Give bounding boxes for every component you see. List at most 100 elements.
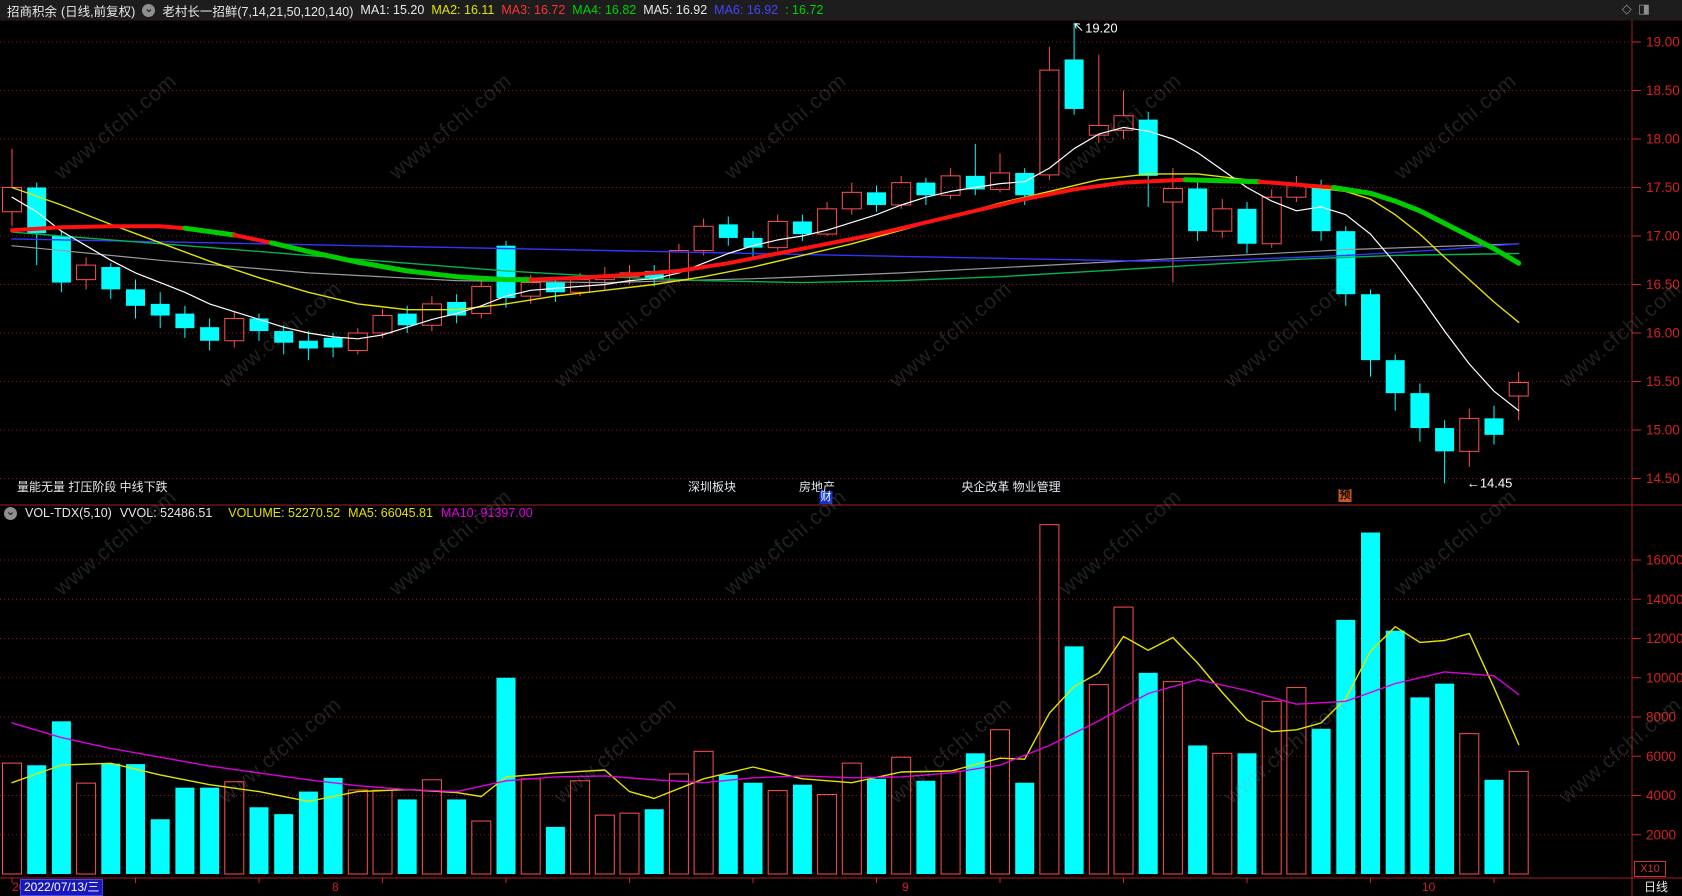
volume-bar[interactable] xyxy=(1261,700,1282,875)
candle[interactable] xyxy=(817,208,838,235)
candle[interactable] xyxy=(1088,124,1109,136)
split-window-icon[interactable]: ◨ xyxy=(1637,1,1650,16)
candle[interactable] xyxy=(323,337,343,348)
volume-bar[interactable] xyxy=(1064,646,1084,874)
volume-bar[interactable] xyxy=(841,762,862,875)
volume-bar[interactable] xyxy=(397,799,417,874)
candle[interactable] xyxy=(767,220,788,249)
volume-bar[interactable] xyxy=(27,765,47,874)
volume-bar[interactable] xyxy=(298,791,318,874)
candle[interactable] xyxy=(965,175,985,190)
candle[interactable] xyxy=(126,289,145,306)
collapse-indicator-icon[interactable]: ⌄ xyxy=(142,2,156,17)
volume-bar[interactable] xyxy=(867,778,886,874)
volume-bar[interactable] xyxy=(274,814,294,874)
candle[interactable] xyxy=(150,303,170,316)
candle[interactable] xyxy=(175,313,195,329)
volume-bar[interactable] xyxy=(175,787,195,874)
candle[interactable] xyxy=(51,236,71,283)
volume-bar[interactable] xyxy=(1484,779,1504,874)
candle[interactable] xyxy=(274,331,294,343)
indicator-name[interactable]: 老村长一招鲜(7,14,21,50,120,140) xyxy=(162,4,354,19)
diamond-icon[interactable]: ◇ xyxy=(1621,1,1632,16)
volume-bar[interactable] xyxy=(1015,782,1035,874)
volume-bar[interactable] xyxy=(1435,683,1455,874)
candle[interactable] xyxy=(1361,294,1380,361)
candle[interactable] xyxy=(224,317,245,342)
volume-bar[interactable] xyxy=(447,799,467,874)
volume-bar[interactable] xyxy=(1361,532,1380,874)
volume-bar[interactable] xyxy=(594,814,615,875)
volume-bar[interactable] xyxy=(1311,728,1331,874)
candle[interactable] xyxy=(421,303,442,326)
event-tag-real-estate[interactable]: 房地产 xyxy=(798,480,836,494)
candle[interactable] xyxy=(1188,188,1208,232)
volume-bar[interactable] xyxy=(668,773,689,875)
candle[interactable] xyxy=(372,315,393,334)
date-readout-box[interactable]: 2022/07/13/三 xyxy=(20,879,104,896)
volume-bar[interactable] xyxy=(1385,630,1405,874)
candle[interactable] xyxy=(471,285,492,315)
candle[interactable] xyxy=(1237,208,1257,244)
volume-bar[interactable] xyxy=(471,820,492,875)
candle[interactable] xyxy=(298,340,318,349)
candle[interactable] xyxy=(1410,393,1430,429)
candle[interactable] xyxy=(1484,418,1504,435)
volume-bar[interactable] xyxy=(990,729,1010,875)
volume-bar[interactable] xyxy=(1410,697,1430,874)
candle[interactable] xyxy=(76,264,97,281)
volume-bar[interactable] xyxy=(249,807,269,874)
candle[interactable] xyxy=(743,237,763,248)
volume-bar[interactable] xyxy=(1113,606,1134,875)
candle[interactable] xyxy=(718,224,738,238)
candle[interactable] xyxy=(1138,119,1158,176)
candle[interactable] xyxy=(1039,69,1060,176)
volume-bar[interactable] xyxy=(323,777,343,874)
volume-bar[interactable] xyxy=(743,782,763,874)
collapse-volume-icon[interactable]: ⌄ xyxy=(4,505,17,520)
volume-bar[interactable] xyxy=(570,780,591,875)
candle[interactable] xyxy=(644,270,664,280)
event-tag-soe-reform[interactable]: 央企改革 物业管理 xyxy=(961,480,1061,494)
volume-bar[interactable] xyxy=(421,779,442,875)
candle[interactable] xyxy=(841,191,862,210)
volume-bar[interactable] xyxy=(1212,752,1233,875)
candle[interactable] xyxy=(1064,59,1084,109)
candle[interactable] xyxy=(1015,172,1035,196)
volume-bar[interactable] xyxy=(644,809,664,874)
period-selector[interactable]: 日线 xyxy=(1644,880,1669,894)
candle[interactable] xyxy=(1212,208,1233,232)
volume-bar[interactable] xyxy=(51,721,71,874)
candle[interactable] xyxy=(496,245,516,299)
volume-bar[interactable] xyxy=(1336,619,1356,874)
volume-bar[interactable] xyxy=(1188,745,1208,874)
volume-bar[interactable] xyxy=(1162,681,1183,875)
candle[interactable] xyxy=(792,221,812,235)
candle[interactable] xyxy=(891,182,912,206)
candle[interactable] xyxy=(1459,417,1480,452)
candle[interactable] xyxy=(1261,196,1282,245)
volume-bar[interactable] xyxy=(619,812,640,875)
candle[interactable] xyxy=(397,313,417,326)
event-tag-shenzhen-sector[interactable]: 深圳板块 xyxy=(687,480,737,494)
volume-bar[interactable] xyxy=(150,819,170,874)
volume-bar[interactable] xyxy=(496,677,516,874)
candle[interactable] xyxy=(2,187,22,213)
volume-bar[interactable] xyxy=(200,787,220,874)
candle[interactable] xyxy=(916,182,936,196)
volume-bar[interactable] xyxy=(1508,770,1529,875)
volume-bar[interactable] xyxy=(1039,524,1060,875)
volume-bar[interactable] xyxy=(545,826,565,874)
news-badge-yu[interactable]: 预 xyxy=(1338,489,1352,502)
volume-bar[interactable] xyxy=(101,763,121,874)
candle[interactable] xyxy=(1435,428,1455,452)
candle[interactable] xyxy=(990,172,1010,190)
candle[interactable] xyxy=(1336,231,1356,295)
volume-bar[interactable] xyxy=(224,781,245,875)
candle[interactable] xyxy=(249,318,269,332)
news-badge-cai[interactable]: 财 xyxy=(819,491,833,504)
volume-bar[interactable] xyxy=(372,789,393,875)
candle[interactable] xyxy=(1311,185,1331,232)
volume-bar[interactable] xyxy=(965,753,985,874)
